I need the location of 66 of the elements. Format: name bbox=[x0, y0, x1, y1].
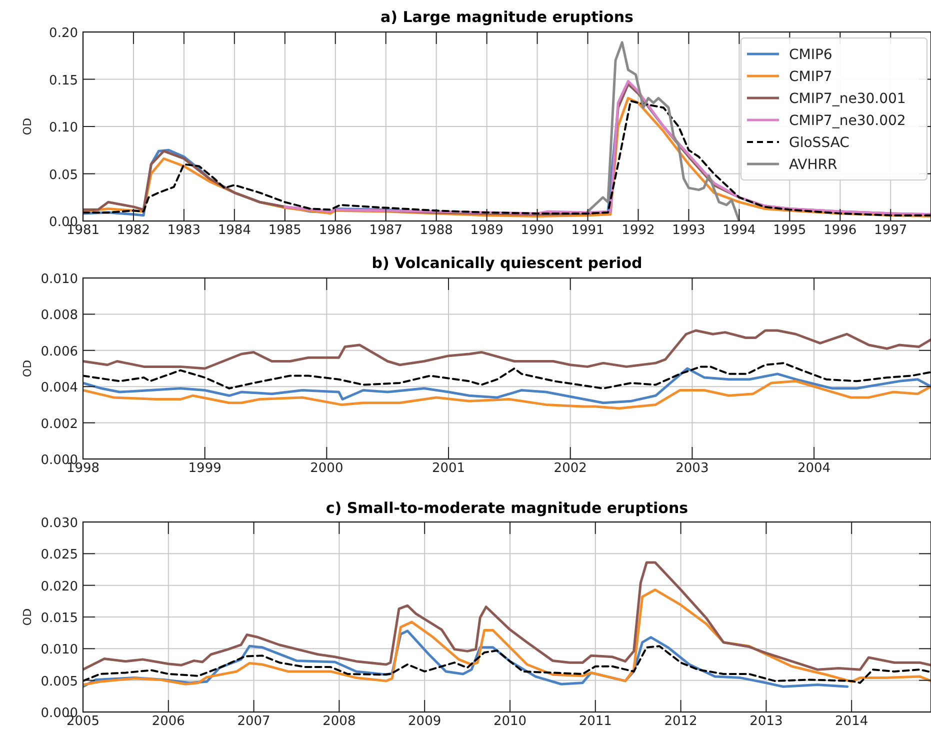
x-tick-label: 2003 bbox=[676, 461, 709, 476]
y-tick-label: 0.025 bbox=[40, 548, 78, 563]
legend-label: CMIP7_ne30.001 bbox=[789, 91, 906, 107]
y-tick-label: 0.030 bbox=[40, 516, 78, 531]
line-series bbox=[83, 367, 931, 404]
x-tick-label: 1997 bbox=[874, 223, 908, 238]
x-tick-label: 1982 bbox=[116, 223, 150, 238]
y-tick-label: 0.010 bbox=[40, 272, 78, 287]
x-tick-label: 1991 bbox=[571, 223, 604, 238]
line-series bbox=[83, 561, 931, 671]
x-tick-label: 1999 bbox=[188, 461, 222, 476]
x-tick-label: 1983 bbox=[167, 223, 200, 238]
x-tick-label: 2006 bbox=[152, 714, 185, 729]
y-tick-label: 0.010 bbox=[40, 642, 78, 658]
y-tick-label: 0.15 bbox=[49, 73, 78, 88]
y-tick-label: 0.20 bbox=[49, 26, 78, 41]
y-tick-label: 0.002 bbox=[40, 416, 78, 432]
y-tick-label: 0.015 bbox=[40, 611, 78, 626]
x-tick-label: 2012 bbox=[664, 714, 698, 729]
line-series bbox=[83, 329, 931, 370]
legend-label: AVHRR bbox=[789, 157, 838, 173]
y-tick-label: 0.020 bbox=[40, 579, 78, 594]
line-series bbox=[586, 41, 740, 221]
x-tick-label: 1987 bbox=[369, 223, 402, 238]
y-tick-label: 0.10 bbox=[49, 120, 78, 136]
chart-title: a) Large magnitude eruptions bbox=[380, 8, 634, 26]
x-tick-label: 2001 bbox=[432, 461, 466, 476]
line-series bbox=[83, 645, 931, 684]
x-tick-label: 1994 bbox=[722, 223, 756, 238]
x-tick-label: 2004 bbox=[797, 461, 831, 476]
x-tick-label: 1992 bbox=[622, 223, 655, 238]
x-tick-label: 1990 bbox=[520, 223, 554, 238]
y-axis-title: OD bbox=[21, 360, 34, 378]
x-tick-label: 1995 bbox=[773, 223, 806, 238]
line-series bbox=[83, 588, 931, 686]
legend-label: GloSSAC bbox=[789, 135, 850, 151]
line-series bbox=[83, 362, 931, 390]
legend-label: CMIP6 bbox=[789, 47, 832, 63]
chart-title: b) Volcanically quiescent period bbox=[372, 254, 642, 272]
x-tick-label: 1993 bbox=[672, 223, 706, 238]
x-tick-label: 2002 bbox=[554, 461, 587, 476]
x-tick-label: 1988 bbox=[420, 223, 453, 238]
line-series bbox=[83, 380, 931, 410]
legend-label: CMIP7_ne30.002 bbox=[789, 113, 906, 129]
x-tick-label: 1984 bbox=[218, 223, 251, 238]
x-tick-label: 2010 bbox=[493, 714, 527, 729]
y-tick-label: 0.05 bbox=[49, 168, 78, 183]
y-axis-title: OD bbox=[21, 118, 34, 136]
x-tick-label: 1989 bbox=[470, 223, 504, 238]
x-tick-label: 2014 bbox=[835, 714, 868, 729]
x-tick-label: 1985 bbox=[268, 223, 302, 238]
chart-title: c) Small-to-moderate magnitude eruptions bbox=[326, 499, 688, 517]
x-tick-label: 2013 bbox=[750, 714, 783, 729]
x-tick-label: 2000 bbox=[310, 461, 344, 476]
legend-label: CMIP7 bbox=[789, 69, 832, 85]
y-tick-label: 0.005 bbox=[40, 674, 78, 690]
y-tick-label: 0.008 bbox=[40, 308, 78, 324]
x-tick-label: 2008 bbox=[322, 714, 356, 729]
x-tick-label: 2009 bbox=[408, 714, 442, 729]
x-tick-label: 1996 bbox=[824, 223, 857, 238]
x-tick-label: 1986 bbox=[318, 223, 352, 238]
x-tick-label: 2011 bbox=[578, 714, 612, 729]
y-tick-label: 0.004 bbox=[40, 380, 78, 396]
x-tick-label: 2007 bbox=[237, 714, 270, 729]
y-tick-label: 0.006 bbox=[40, 344, 78, 360]
y-axis-title: OD bbox=[21, 608, 34, 626]
